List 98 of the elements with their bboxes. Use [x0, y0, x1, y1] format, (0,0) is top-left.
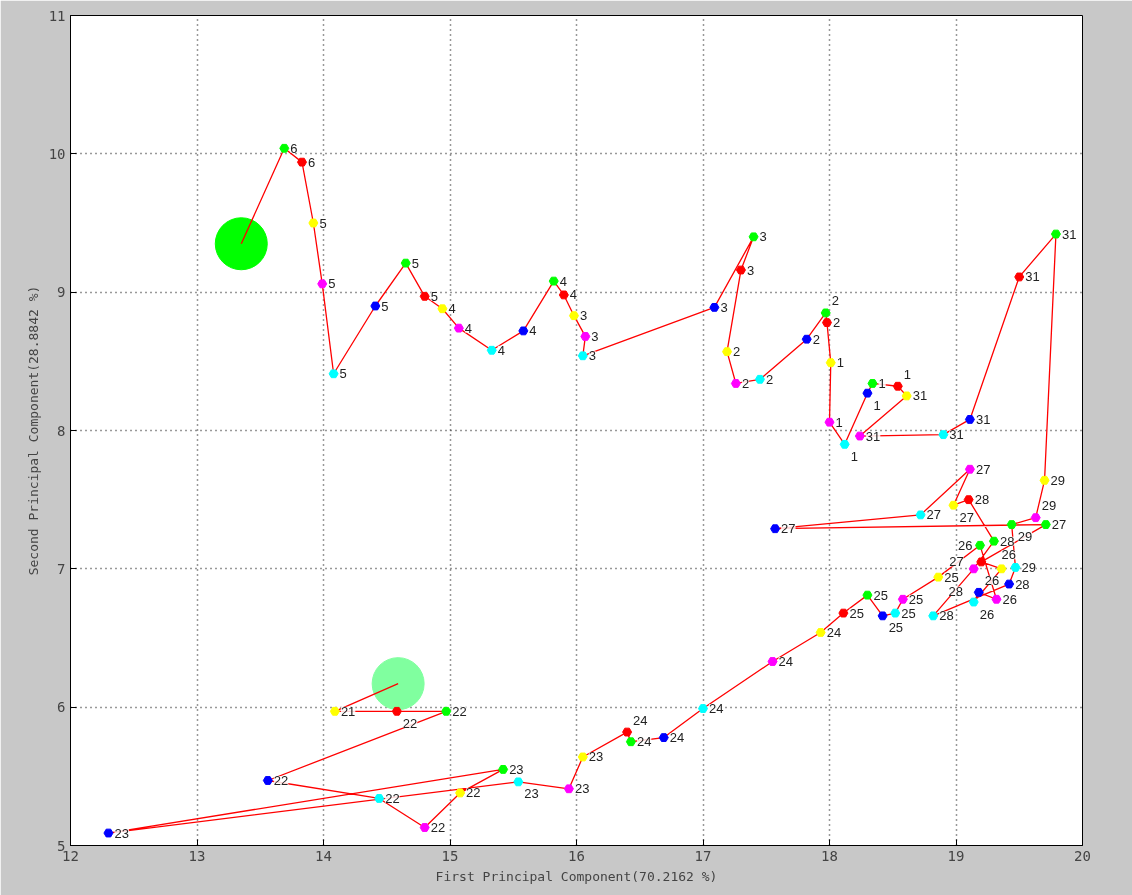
- annotation: 5: [339, 366, 347, 382]
- y-tick-label: 8: [57, 422, 66, 439]
- annotation: 23: [588, 749, 604, 765]
- y-tick-label: 9: [57, 284, 66, 301]
- annotation: 27: [926, 507, 942, 523]
- annotation: 3: [759, 229, 767, 245]
- annotation: 31: [1025, 269, 1040, 285]
- annotation: 2: [812, 331, 820, 347]
- annotation: 25: [901, 605, 916, 621]
- annotation: 5: [381, 298, 389, 314]
- x-tick-label: 18: [821, 847, 838, 864]
- annotation: 25: [944, 569, 959, 585]
- annotation: 31: [949, 427, 964, 443]
- annotation: 5: [411, 255, 419, 271]
- annotation: 28: [999, 533, 1015, 549]
- annotation: 28: [948, 583, 963, 599]
- annotation: 22: [273, 772, 289, 788]
- x-tick-label: 15: [441, 847, 459, 864]
- annotation: 24: [778, 654, 794, 670]
- annotation: 4: [569, 287, 578, 303]
- y-axis-title: Second Principal Component(28.8842 %): [25, 285, 41, 576]
- annotation: 31: [865, 428, 881, 444]
- annotation: 1: [878, 375, 886, 391]
- annotation: 6: [290, 140, 298, 156]
- x-tick-label: 13: [188, 847, 206, 864]
- annotation: 1: [835, 414, 843, 430]
- x-axis-title: First Principal Component(70.2162 %): [435, 868, 718, 884]
- annotation: 26: [1002, 591, 1017, 607]
- annotation: 3: [746, 262, 755, 278]
- annotation: 3: [720, 299, 728, 315]
- annotation: 2: [741, 375, 750, 391]
- annotation: 3: [591, 328, 599, 344]
- annotation: 1: [850, 448, 858, 464]
- y-tick-label: 10: [48, 145, 66, 162]
- annotation: 31: [912, 388, 928, 404]
- annotation: 27: [1051, 517, 1067, 533]
- annotation: 29: [1041, 498, 1057, 514]
- annotation: 24: [669, 730, 685, 746]
- annotation: 22: [430, 820, 446, 836]
- annotation: 24: [709, 701, 724, 717]
- annotation: 4: [529, 323, 537, 339]
- y-tick-label: 6: [57, 699, 66, 716]
- annotation: 26: [979, 606, 995, 622]
- annotation: 23: [524, 786, 539, 802]
- annotation: 5: [430, 288, 438, 304]
- annotation: 25: [888, 620, 904, 636]
- x-tick-label: 20: [1074, 847, 1091, 864]
- x-tick-label: 16: [568, 847, 585, 864]
- annotation: 24: [826, 624, 842, 640]
- annotation: 27: [959, 509, 974, 525]
- annotation: 22: [385, 790, 400, 806]
- annotation: 31: [1061, 226, 1077, 242]
- annotation: 3: [588, 348, 597, 364]
- annotation: 27: [781, 521, 796, 537]
- annotation: 26: [1001, 547, 1017, 563]
- annotation: 5: [328, 276, 336, 292]
- annotation: 27: [975, 461, 991, 477]
- annotation: 31: [975, 411, 991, 427]
- annotation: 2: [733, 344, 741, 360]
- annotation: 22: [402, 715, 418, 731]
- annotation: 24: [636, 734, 652, 750]
- annotation: 25: [908, 591, 924, 607]
- annotation: 26: [958, 537, 973, 553]
- annotation: 27: [949, 554, 964, 570]
- annotation: 1: [836, 355, 844, 371]
- annotation: 28: [974, 492, 990, 508]
- annotation: 29: [1050, 472, 1066, 488]
- annotation: 23: [114, 825, 129, 841]
- annotation: 28: [939, 608, 954, 624]
- x-tick-label: 17: [694, 847, 712, 864]
- annotation: 2: [832, 315, 841, 331]
- annotation: 21: [340, 703, 356, 719]
- x-tick-label: 14: [315, 847, 332, 864]
- annotation: 29: [1021, 559, 1036, 575]
- annotation: 26: [984, 572, 1000, 588]
- annotation: 23: [509, 761, 524, 777]
- annotation: 23: [574, 781, 590, 797]
- annotation: 6: [307, 154, 316, 170]
- annotation: 25: [873, 587, 888, 603]
- annotation: 1: [873, 397, 881, 413]
- annotation: 4: [464, 320, 473, 336]
- annotation: 2: [831, 293, 839, 309]
- annotation: 28: [1015, 576, 1030, 592]
- annotation: 24: [633, 712, 648, 728]
- annotation: 4: [448, 301, 456, 317]
- annotation: 29: [1017, 529, 1033, 545]
- y-tick-label: 7: [57, 560, 66, 577]
- annotation: 1: [903, 366, 912, 382]
- annotation: 22: [466, 785, 481, 801]
- annotation: 22: [452, 703, 467, 719]
- annotation: 4: [497, 342, 505, 358]
- annotation: 2: [765, 371, 774, 387]
- annotation: 5: [319, 215, 327, 231]
- annotation: 4: [559, 273, 567, 289]
- y-tick-label: 11: [48, 7, 66, 24]
- x-tick-label: 19: [947, 847, 965, 864]
- annotation: 25: [849, 605, 864, 621]
- annotation: 3: [579, 308, 588, 324]
